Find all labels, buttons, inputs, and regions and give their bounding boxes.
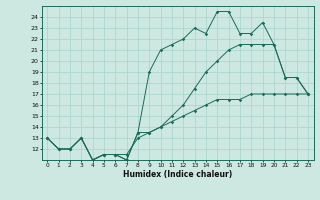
X-axis label: Humidex (Indice chaleur): Humidex (Indice chaleur) <box>123 170 232 179</box>
